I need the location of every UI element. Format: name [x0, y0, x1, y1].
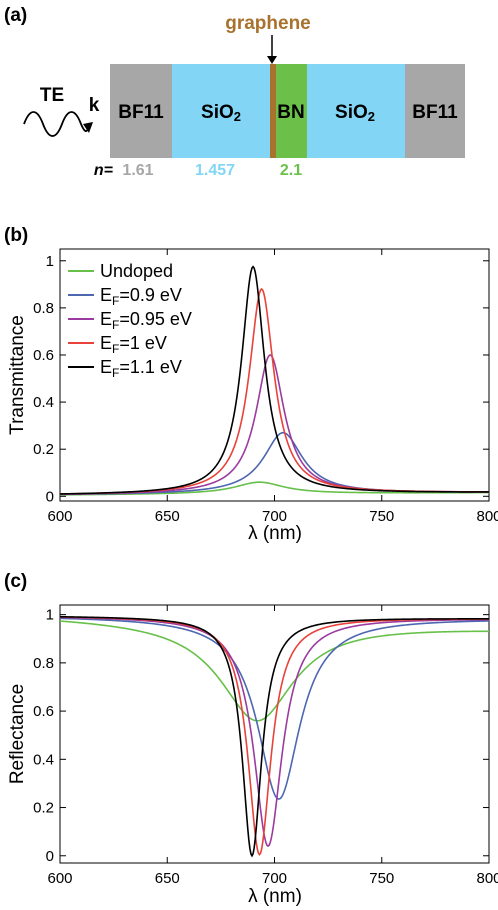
layer-label-sio2-left: SiO2 — [201, 102, 241, 124]
panel-a: (a) graphene BF11 SiO2 BN SiO2 BF11 TE k… — [4, 5, 465, 179]
legend-label-2-value: =0.95 eV — [119, 309, 192, 329]
chart-b-series-0 — [59, 481, 489, 496]
chart-c-ytick-label: 0.2 — [33, 800, 54, 817]
chart-b-ytick-label: 0.2 — [33, 441, 54, 458]
layer-sio2-right — [307, 64, 405, 158]
chart-c-ytick-label: 1 — [46, 607, 54, 624]
chart-b-xlabel: λ (nm) — [248, 523, 302, 544]
chart-b-ylabel: Transmittance — [7, 315, 28, 435]
chart-b-ytick-label: 0.8 — [33, 300, 54, 317]
legend-label-3-value: =1 eV — [119, 333, 167, 353]
graphene-arrowhead — [267, 56, 277, 64]
chart-b-xtick-label: 650 — [155, 508, 180, 525]
te-wave-icon — [23, 111, 89, 137]
chart-c-ytick-label: 0 — [46, 848, 54, 865]
layer-bf11-left — [110, 64, 172, 158]
layer-bn — [276, 64, 307, 158]
panel-c-label: (c) — [4, 571, 27, 592]
legend-label-4: EF=1.1 eV — [100, 357, 182, 380]
layer-label-bn: BN — [277, 102, 304, 123]
legend-label-1: EF=0.9 eV — [100, 285, 182, 308]
graphene-label: graphene — [225, 13, 311, 34]
layer-bf11-right — [405, 64, 465, 158]
chart-b-xtick-label: 700 — [262, 508, 287, 525]
layer-label-sio2-right: SiO2 — [335, 102, 375, 124]
n-value-bn: 2.1 — [280, 162, 302, 179]
chart-c-series — [59, 615, 490, 858]
legend-label-4-value: =1.1 eV — [119, 357, 182, 377]
layer-sio2-left — [172, 64, 270, 158]
layer-label-bf11-right: BF11 — [412, 102, 458, 123]
layer-label-sio2-right-subscript: 2 — [368, 109, 375, 124]
panel-a-label: (a) — [4, 5, 27, 26]
chart-c-xtick-label: 750 — [369, 870, 394, 887]
layer-label-sio2-left-part1: O — [219, 102, 234, 123]
chart-b-xtick-label: 600 — [47, 508, 72, 525]
chart-b-ytick-label: 0.4 — [33, 394, 54, 411]
layer-label-sio2-right-part1: O — [353, 102, 368, 123]
legend-label-1-value: =0.9 eV — [119, 285, 182, 305]
legend-label-1-e: E — [100, 285, 112, 305]
panel-c: (c) 600 650 700 750 800 0 0.2 0.4 0.6 0.8 1 λ (nm)… — [4, 571, 498, 907]
chart-c-series-4 — [59, 615, 489, 858]
chart-b-ticks: 600 650 700 750 800 0 0.2 0.4 0.6 0.8 1 — [33, 249, 498, 525]
chart-c-xlabel: λ (nm) — [248, 886, 302, 907]
chart-b-ytick-label: 0 — [46, 488, 54, 505]
panel-b-label: (b) — [4, 225, 28, 246]
n-value-bf11: 1.61 — [122, 162, 153, 179]
chart-c-series-0 — [59, 620, 489, 722]
graphene-layer — [270, 64, 276, 158]
n-prefix: n= — [94, 162, 113, 179]
legend-label-4-e: E — [100, 357, 112, 377]
legend-label-2: EF=0.95 eV — [100, 309, 192, 332]
chart-c-ticks: 600 650 700 750 800 0 0.2 0.4 0.6 0.8 1 — [33, 605, 498, 887]
panel-b: (b) 600 650 700 750 800 0 0.2 0.4 0.6 0.8 1 Undope… — [4, 225, 498, 544]
chart-c-xtick-label: 600 — [47, 870, 72, 887]
n-value-sio2: 1.457 — [195, 162, 235, 179]
legend-label-3-sub: F — [112, 342, 119, 356]
chart-c-ytick-label: 0.4 — [33, 751, 54, 768]
layer-label-sio2-left-subscript: 2 — [234, 109, 241, 124]
chart-b-ytick-label: 0.6 — [33, 347, 54, 364]
chart-b-series — [59, 265, 489, 496]
legend-label-3-e: E — [100, 333, 112, 353]
legend-label-2-sub: F — [112, 318, 119, 332]
chart-b-ytick-label: 1 — [46, 253, 54, 270]
chart-c-series-1 — [59, 617, 490, 800]
chart-c-xtick-label: 650 — [155, 870, 180, 887]
legend-label-0: Undoped — [100, 261, 173, 281]
chart-c-ytick-label: 0.6 — [33, 703, 54, 720]
legend-label-3: EF=1 eV — [100, 333, 167, 356]
legend-label-4-sub: F — [112, 366, 119, 380]
legend-label-1-sub: F — [112, 294, 119, 308]
chart-c-ylabel: Reflectance — [7, 684, 28, 784]
k-label: k — [89, 95, 100, 116]
chart-b-xtick-label: 750 — [369, 508, 394, 525]
chart-c-ytick-label: 0.8 — [33, 655, 54, 672]
wave-arrowhead-icon — [83, 122, 93, 133]
layer-label-bf11-left: BF11 — [118, 102, 164, 123]
te-label: TE — [40, 85, 64, 106]
chart-b-series-4 — [59, 265, 489, 495]
legend-label-2-e: E — [100, 309, 112, 329]
chart-c-xtick-label: 700 — [262, 870, 287, 887]
chart-c-xtick-label: 800 — [476, 870, 498, 887]
chart-c-frame — [59, 604, 490, 864]
chart-b-xtick-label: 800 — [476, 508, 498, 525]
